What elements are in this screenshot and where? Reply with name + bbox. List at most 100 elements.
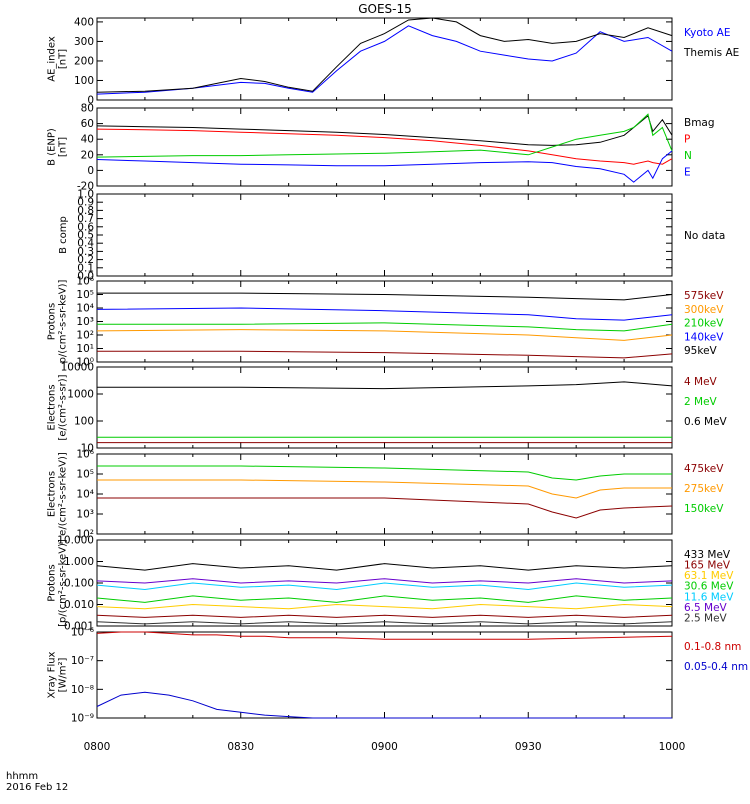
y-tick-label: -20 bbox=[77, 181, 94, 193]
y-tick-label: 40 bbox=[81, 134, 94, 146]
date-label: 2016 Feb 12 bbox=[6, 782, 68, 793]
series-line bbox=[96, 25, 673, 95]
y-tick-label: 10⁴ bbox=[76, 489, 94, 501]
y-axis-label: [e/(cm²-s-sr)] bbox=[58, 374, 69, 440]
x-axis: 0800 0830 0900 0930 1000 bbox=[84, 741, 686, 753]
y-tick-label: 10⁶ bbox=[76, 449, 94, 461]
no-data-note: No data bbox=[684, 230, 725, 242]
y-axis-label: AE_index bbox=[47, 36, 58, 82]
series-line bbox=[96, 582, 673, 591]
y-tick-label: 0.5 bbox=[77, 230, 94, 242]
series-line bbox=[96, 614, 673, 618]
y-tick-label: 0.9 bbox=[77, 197, 94, 209]
legend-entry: 11.6 MeV bbox=[684, 591, 734, 603]
y-tick-label: 80 bbox=[81, 103, 94, 115]
legend-entry: Kyoto AE bbox=[684, 27, 730, 39]
legend-entry: Bmag bbox=[684, 117, 715, 129]
y-tick-label: 10⁶ bbox=[76, 276, 94, 288]
panel-frame bbox=[96, 107, 673, 187]
series-line bbox=[96, 563, 673, 571]
legend-entry: P bbox=[684, 134, 690, 146]
y-tick-label: 10⁻⁹ bbox=[71, 713, 94, 725]
panel-8: 10⁻⁹ 10⁻⁸ 10⁻⁷ 10⁻⁶ Xray Flux [W/m²] 0.1-0.8 n… bbox=[47, 627, 749, 725]
series-line bbox=[96, 128, 673, 165]
y-tick-label: 0.8 bbox=[77, 205, 94, 217]
y-tick-label: 0.3 bbox=[77, 246, 94, 258]
legend-entry: 300keV bbox=[684, 304, 724, 316]
legend-entry: 6.5 MeV bbox=[684, 602, 728, 614]
series-line bbox=[96, 603, 673, 610]
legend-entry: 210keV bbox=[684, 318, 724, 330]
y-axis-label: Protons bbox=[47, 303, 58, 340]
y-axis-label: Electrons bbox=[47, 471, 58, 517]
panel-frame bbox=[96, 17, 673, 101]
y-tick-label: 10⁻⁷ bbox=[71, 655, 94, 667]
x-tick-label: 0800 bbox=[84, 741, 111, 753]
series-line bbox=[96, 307, 673, 321]
series-line bbox=[96, 631, 673, 640]
y-tick-label: 0.001 bbox=[64, 621, 94, 633]
legend-entry: 4 MeV bbox=[684, 376, 718, 388]
series-line bbox=[97, 292, 673, 301]
y-tick-label: 0.7 bbox=[77, 213, 94, 225]
legend-entry: 0.6 MeV bbox=[684, 416, 728, 428]
y-axis-label: B (ENP) bbox=[47, 128, 58, 166]
y-axis-label: Protons bbox=[47, 564, 58, 601]
legend-entry: 95keV bbox=[684, 345, 718, 357]
series-line bbox=[96, 595, 673, 603]
y-tick-label: 10⁻⁸ bbox=[71, 684, 94, 696]
series-line bbox=[97, 465, 672, 481]
series-line bbox=[96, 17, 673, 93]
y-axis-label: [p/(cm²-s-sr-keV)] bbox=[58, 539, 69, 627]
panel-6: 10² 10³ 10⁴ 10⁵ 10⁶ Electrons e/(cm²-s-sr-keV)… bbox=[47, 449, 725, 541]
legend-entry: E bbox=[684, 167, 691, 179]
x-tick-label: 1000 bbox=[659, 741, 686, 753]
y-tick-label: 0 bbox=[87, 165, 94, 177]
x-tick-label: 0900 bbox=[371, 741, 398, 753]
y-tick-label: 0.2 bbox=[77, 254, 94, 266]
y-tick-label: 0.0 bbox=[77, 271, 94, 283]
page-title: GOES-15 bbox=[358, 2, 412, 16]
y-tick-label: 10⁰ bbox=[76, 357, 94, 369]
y-tick-label: 1000 bbox=[67, 389, 94, 401]
panel-frame bbox=[96, 193, 673, 277]
y-axis-label: [nT] bbox=[58, 137, 69, 157]
series-line bbox=[96, 150, 673, 183]
series-line bbox=[96, 578, 673, 584]
y-tick-label: 300 bbox=[74, 36, 94, 48]
panel-frame bbox=[96, 366, 673, 449]
legend-entry: 150keV bbox=[684, 503, 724, 515]
legend-entry: 475keV bbox=[684, 463, 724, 475]
y-tick-label: 10⁴ bbox=[76, 303, 94, 315]
y-axis-label: e/(cm²-s-sr-keV)] bbox=[58, 452, 69, 536]
y-tick-label: 1.0 bbox=[77, 189, 94, 201]
series-line bbox=[97, 381, 673, 390]
legend-entry: N bbox=[684, 150, 692, 162]
y-tick-label: 10² bbox=[76, 330, 94, 342]
legend-entry: 275keV bbox=[684, 483, 724, 495]
y-tick-label: 200 bbox=[74, 55, 94, 67]
legend-entry: 433 MeV bbox=[684, 549, 731, 561]
panel-3: 0.00.10.20.30.40.50.60.70.80.91.0 B comp N… bbox=[58, 189, 725, 283]
y-tick-label: 0 bbox=[87, 95, 94, 107]
y-tick-label: 400 bbox=[74, 16, 94, 28]
legend-entry: 165 MeV bbox=[684, 560, 731, 572]
y-tick-label: 10¹ bbox=[76, 343, 94, 355]
y-axis-label: [nT] bbox=[58, 49, 69, 69]
series-line bbox=[97, 322, 673, 332]
panel-2: -20 0 20 40 60 80 B (ENP) [nT] Bmag PNE bbox=[47, 103, 715, 193]
y-tick-label: 0.4 bbox=[77, 238, 94, 250]
y-axis-label: [W/m²] bbox=[58, 657, 69, 692]
series-line bbox=[96, 621, 673, 625]
x-tick-label: 0930 bbox=[515, 741, 542, 753]
legend-entry: Themis AE bbox=[683, 47, 739, 59]
series-line bbox=[97, 350, 673, 359]
y-tick-label: 10³ bbox=[76, 316, 94, 328]
legend-entry: 140keV bbox=[684, 331, 724, 343]
y-tick-label: 10000 bbox=[61, 362, 94, 374]
legend-entry: 0.1-0.8 nm bbox=[684, 641, 741, 653]
